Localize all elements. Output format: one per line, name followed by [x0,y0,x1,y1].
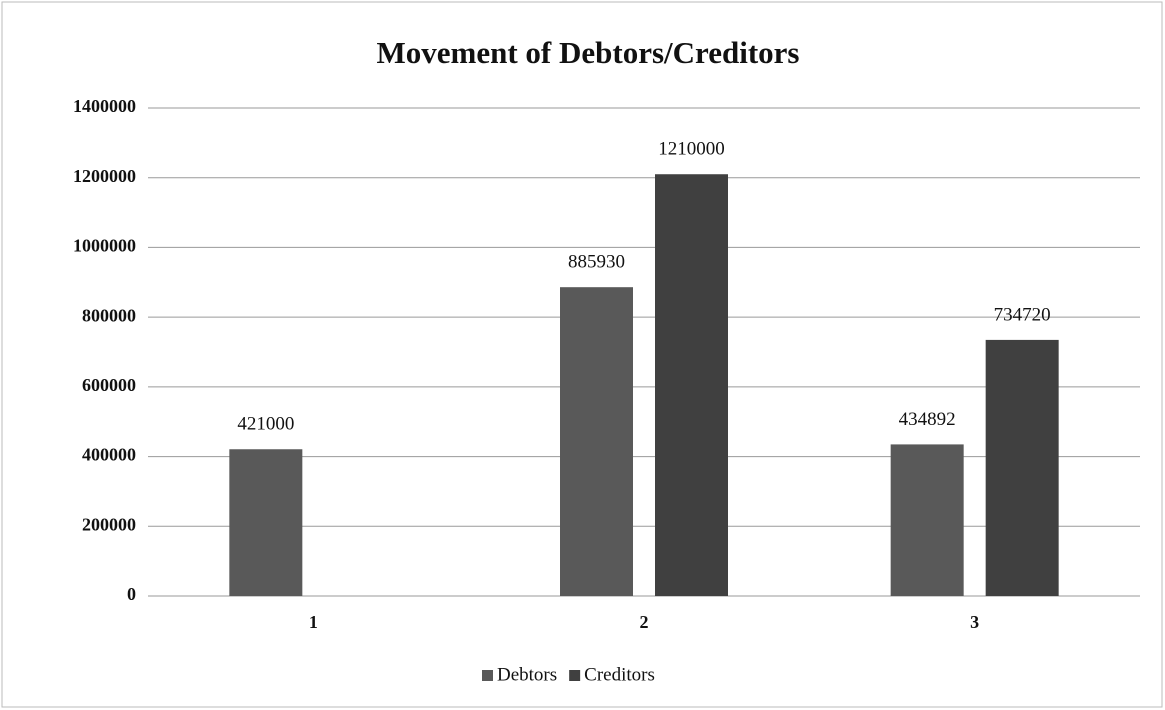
y-tick-label: 1000000 [73,236,136,256]
x-tick-label: 2 [640,612,649,632]
legend-label: Debtors [497,664,557,685]
data-label: 1210000 [658,139,725,160]
bar [560,287,633,596]
bar [985,339,1059,596]
data-label: 734720 [994,304,1051,325]
bar [655,174,728,596]
y-tick-label: 0 [127,584,136,604]
x-tick-label: 1 [309,612,318,632]
chart-title: Movement of Debtors/Creditors [377,35,800,70]
legend-label: Creditors [584,664,655,685]
data-label: 885930 [568,252,625,273]
x-tick-label: 3 [970,612,979,632]
y-tick-label: 400000 [82,445,136,465]
bar [890,444,964,596]
data-label: 434892 [899,409,956,430]
legend-swatch [482,670,493,681]
bar [229,449,303,596]
y-tick-label: 1400000 [73,96,136,116]
legend-swatch [569,670,581,681]
y-tick-label: 600000 [82,375,136,395]
data-label: 421000 [237,414,294,435]
y-tick-label: 1200000 [73,166,136,186]
y-tick-label: 200000 [82,514,136,534]
y-tick-label: 800000 [82,305,136,325]
